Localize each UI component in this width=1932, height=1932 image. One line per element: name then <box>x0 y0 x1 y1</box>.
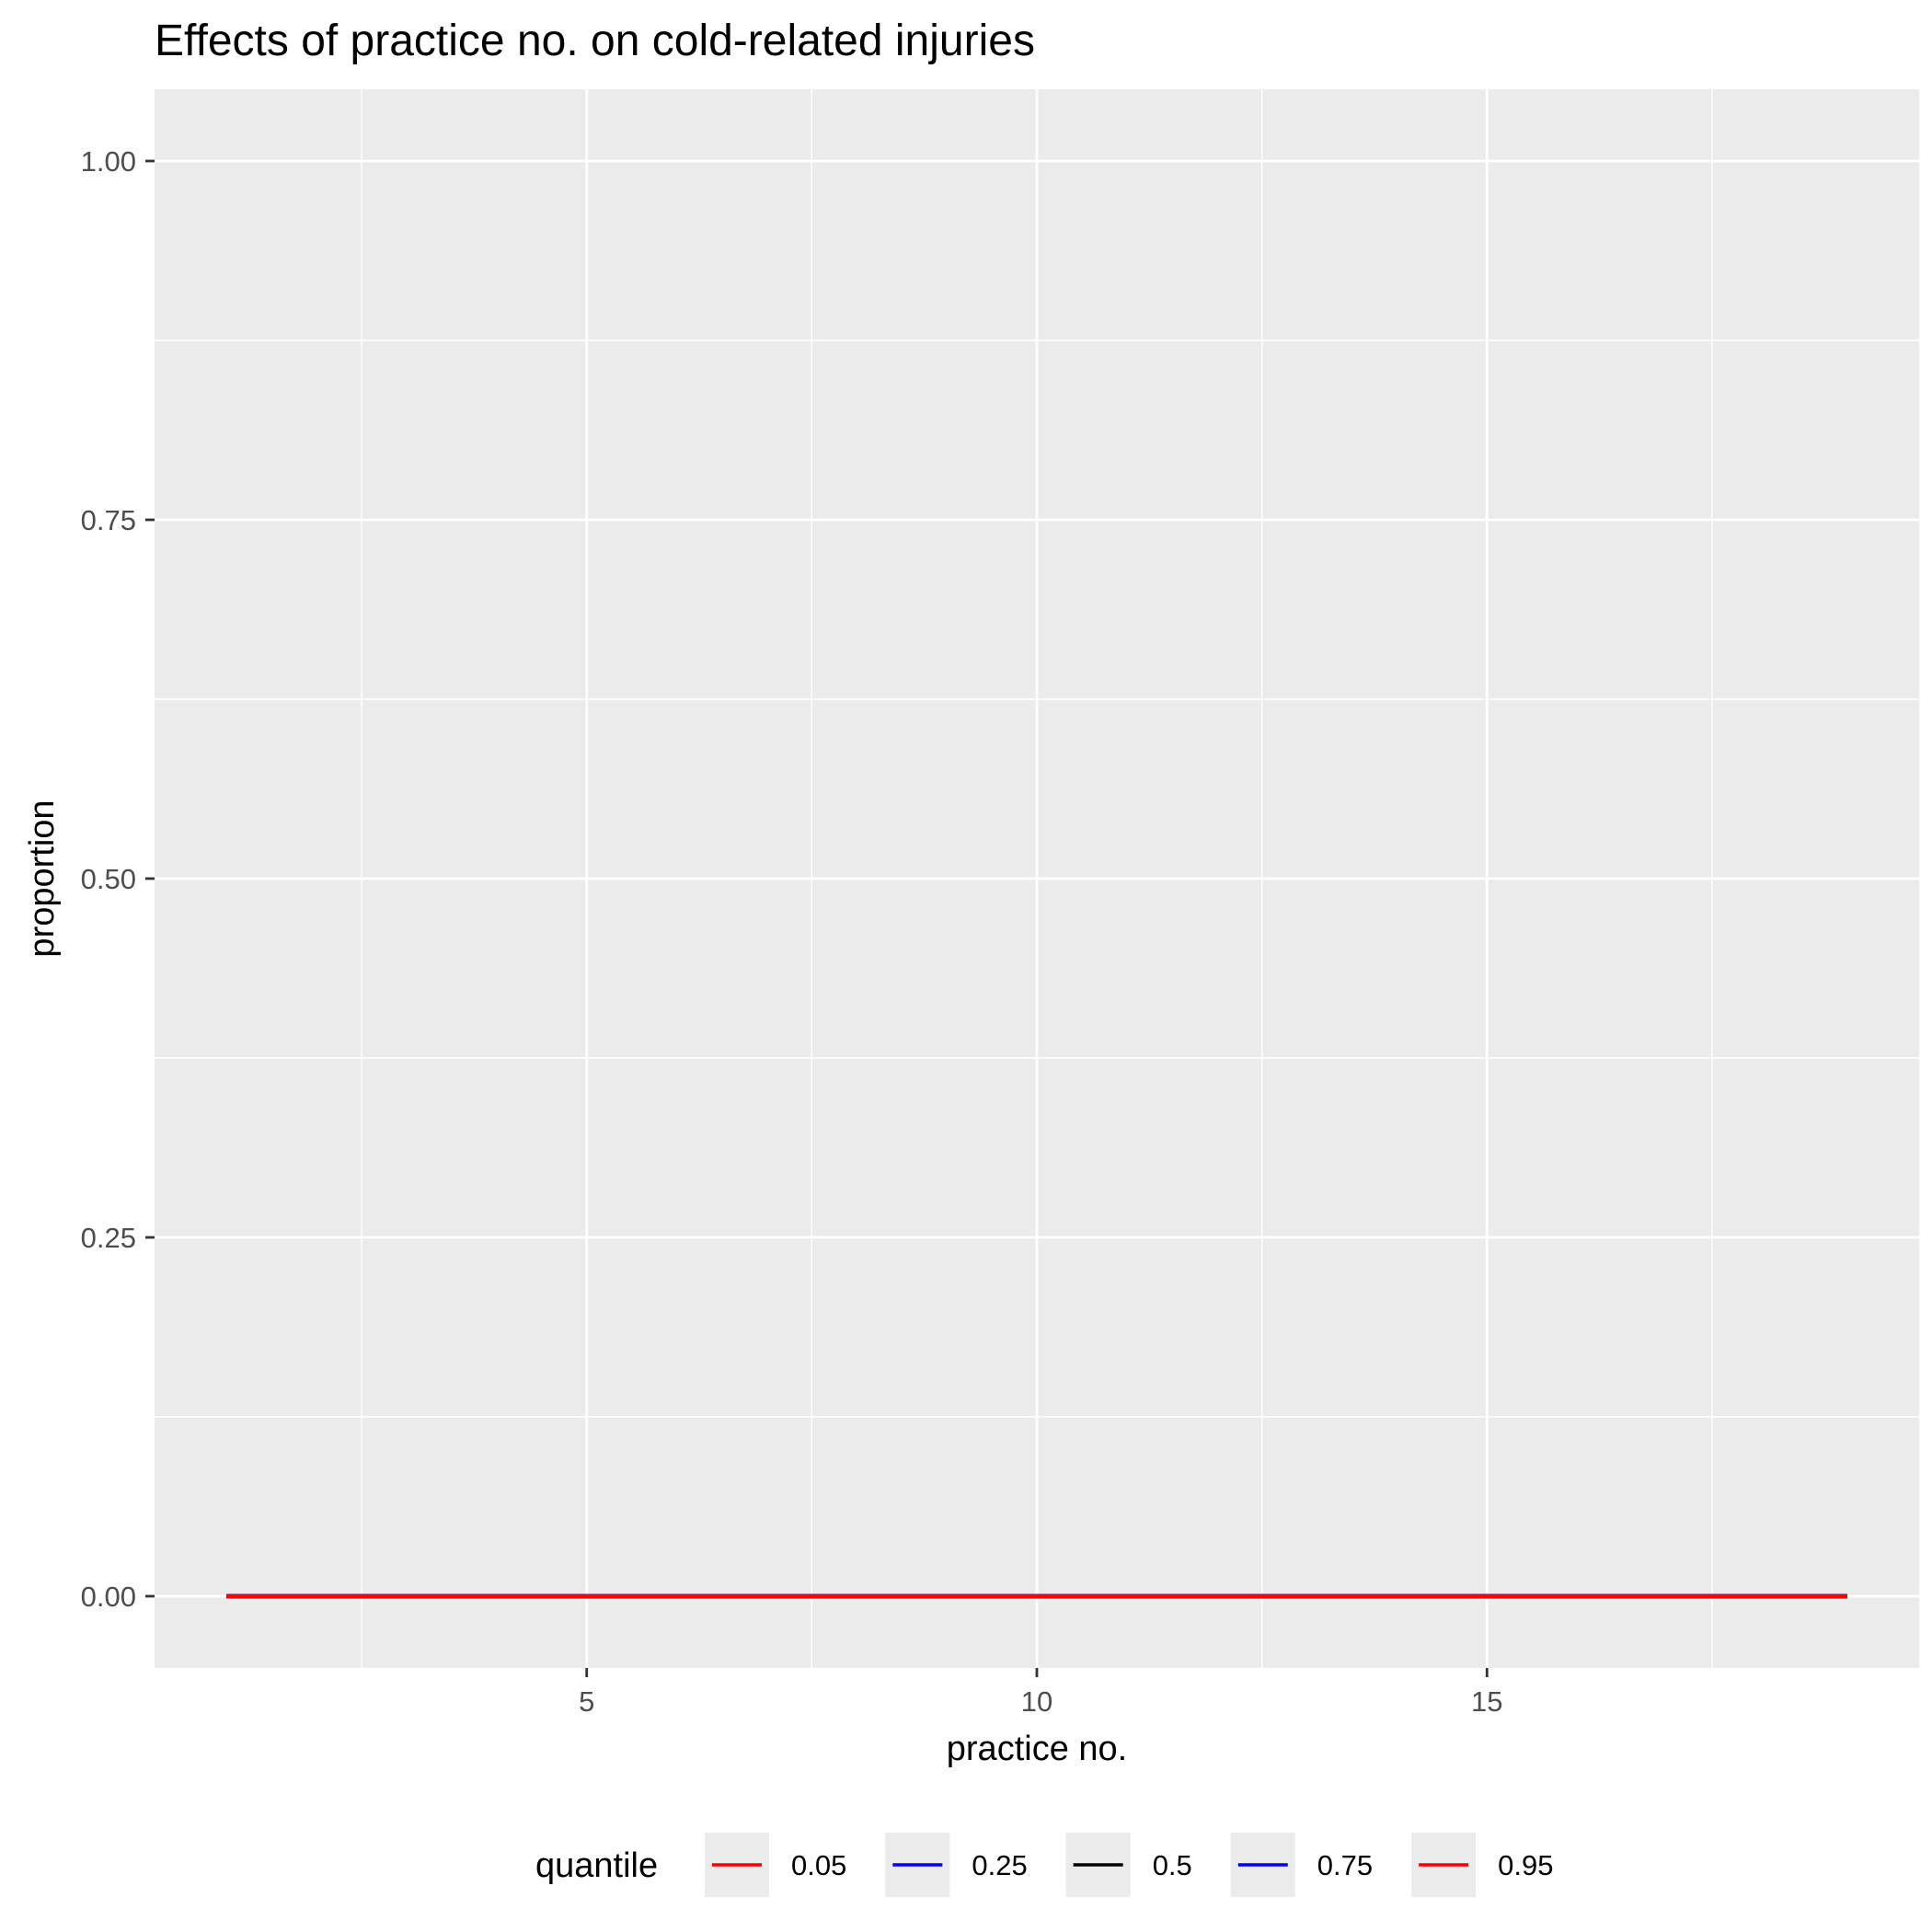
y-axis-label: proportion <box>23 799 62 957</box>
legend-item: 0.25 <box>885 1833 1028 1897</box>
y-tick-label: 1.00 <box>81 145 136 178</box>
x-tick-label: 10 <box>1021 1685 1052 1718</box>
legend-item: 0.05 <box>705 1833 846 1897</box>
legend-label: 0.75 <box>1317 1849 1373 1881</box>
y-tick-label: 0.00 <box>81 1581 136 1613</box>
y-tick-label: 0.50 <box>81 863 136 895</box>
legend-item: 0.75 <box>1230 1833 1373 1897</box>
chart-title: Effects of practice no. on cold-related … <box>155 17 1035 65</box>
y-tick-label: 0.75 <box>81 504 136 536</box>
legend-title: quantile <box>535 1846 658 1885</box>
x-tick-label: 15 <box>1471 1685 1502 1718</box>
legend: quantile 0.05 0.25 0.5 0.75 0.95 <box>535 1833 1553 1897</box>
legend-item: 0.95 <box>1411 1833 1553 1897</box>
legend-label: 0.5 <box>1153 1849 1192 1881</box>
legend-label: 0.25 <box>972 1849 1027 1881</box>
y-tick-label: 0.25 <box>81 1222 136 1254</box>
x-tick-label: 5 <box>579 1685 594 1718</box>
legend-label: 0.95 <box>1498 1849 1553 1881</box>
x-axis-label: practice no. <box>947 1730 1127 1768</box>
legend-item: 0.5 <box>1065 1833 1192 1897</box>
legend-label: 0.05 <box>791 1849 846 1881</box>
y-axis: 0.00 0.25 0.50 0.75 1.00 <box>81 145 155 1613</box>
x-axis: 5 10 15 <box>579 1668 1503 1718</box>
